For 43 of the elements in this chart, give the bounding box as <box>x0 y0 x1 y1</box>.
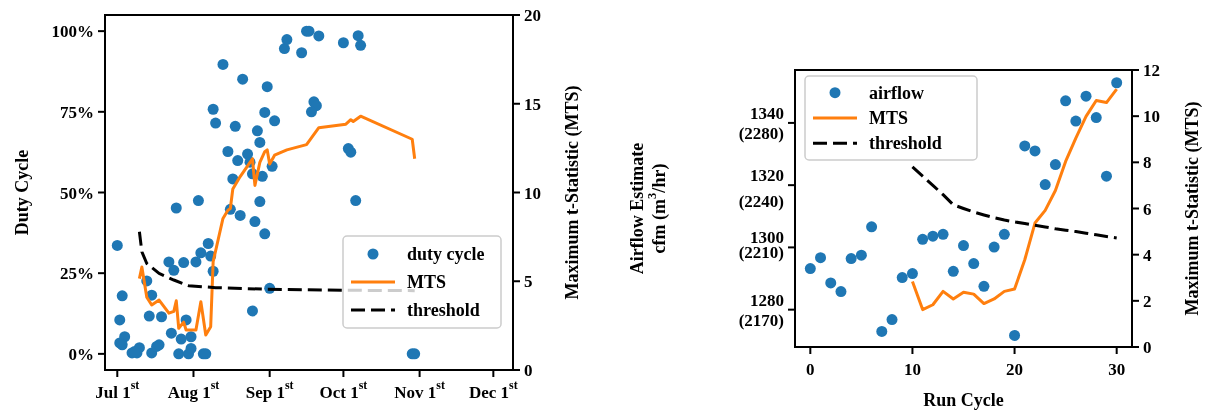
y2-tick-label: 0 <box>1143 337 1152 357</box>
y-tick-label: 75% <box>60 102 94 122</box>
y2-tick-label: 20 <box>524 5 541 25</box>
x-tick-label: Sep 1$^{st}$ <box>245 378 294 402</box>
y2-tick-label: 8 <box>1143 152 1152 172</box>
y2-tick-label: 15 <box>524 94 541 114</box>
x-axis-title: Run Cycle <box>923 390 1004 410</box>
legend-label: MTS <box>869 108 909 128</box>
y-tick-label: 50% <box>60 183 94 202</box>
y-tick-label: 25% <box>60 263 94 283</box>
y3-tick-label: (2240) <box>738 191 784 211</box>
legend-label: threshold <box>407 300 480 320</box>
legend-label: duty cycle <box>407 244 485 264</box>
x-tick-label: Dec 1$^{st}$ <box>468 378 518 402</box>
y2-axis-title: Maximum t-Statistic (MTS) <box>1182 101 1203 316</box>
y2-tick-label: 10 <box>1143 106 1160 126</box>
x-tick-label: Aug 1$^{st}$ <box>167 378 220 402</box>
x-tick-label: Nov 1$^{st}$ <box>394 378 445 402</box>
y2-tick-label: 12 <box>1143 60 1160 80</box>
x-tick-label: Jul 1$^{st}$ <box>95 378 140 402</box>
y2-axis-title: Maximum t-Statistic (MTS) <box>562 85 583 300</box>
legend-label: airflow <box>869 82 924 103</box>
x-tick-label: 10 <box>903 359 921 379</box>
y-tick-label: 0% <box>68 344 94 364</box>
y-tick-label: 1340 <box>750 103 784 123</box>
y-tick-label: 1280 <box>750 290 784 310</box>
y3-tick-label: (2170) <box>738 310 784 330</box>
line-series <box>910 165 1119 240</box>
y-tick-label: 1320 <box>750 165 784 185</box>
y-tick-label: 100% <box>51 21 94 41</box>
y2-tick-label: 4 <box>1143 245 1152 265</box>
x-tick-label: 30 <box>1108 359 1126 379</box>
y2-tick-label: 2 <box>1143 291 1152 311</box>
x-tick-label: 20 <box>1006 359 1024 379</box>
legend-label: threshold <box>869 133 942 154</box>
y2-tick-label: 6 <box>1143 199 1152 218</box>
y2-tick-label: 5 <box>524 271 533 291</box>
y3-tick-label: (2280) <box>738 123 784 143</box>
x-tick-label: Oct 1$^{st}$ <box>319 378 368 402</box>
legend-label: MTS <box>407 272 447 292</box>
y-axis-title: Duty Cycle <box>12 149 32 236</box>
y2-tick-label: 10 <box>524 183 541 202</box>
x-tick-label: 0 <box>806 359 815 379</box>
